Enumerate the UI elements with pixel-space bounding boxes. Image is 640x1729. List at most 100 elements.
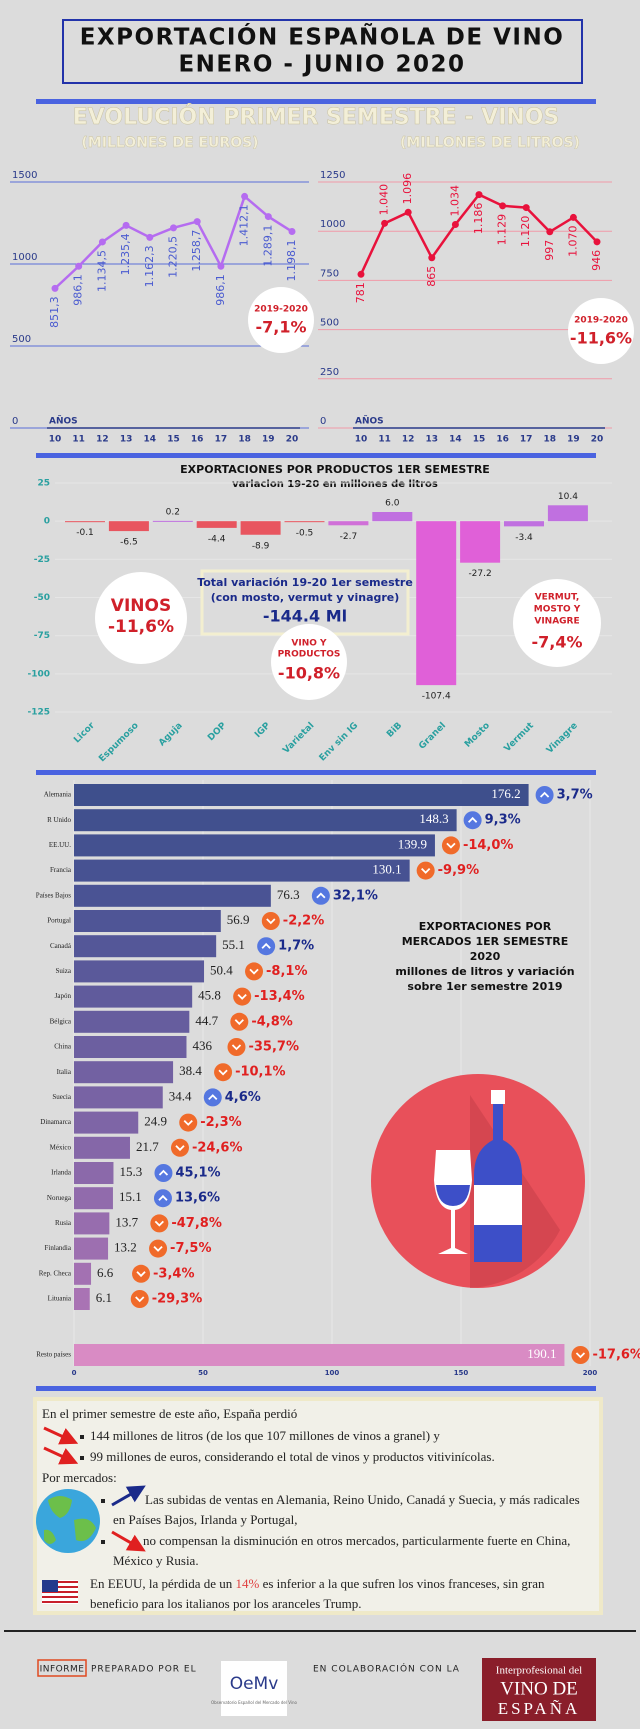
chart-subtitle: (MILLONES DE LITROS) <box>400 135 580 151</box>
change-badge <box>154 1164 173 1182</box>
change-badge <box>230 1012 249 1031</box>
value-label: 865 <box>425 266 438 287</box>
value-label: 13.2 <box>114 1240 137 1255</box>
y-tick-label: -100 <box>27 669 50 679</box>
x-tick-label: 14 <box>144 435 157 445</box>
value-label: 1.412,1 <box>238 204 251 246</box>
y-tick-label: Alemania <box>44 791 72 799</box>
bullet <box>80 1435 84 1439</box>
logo-text: Interprofesional del <box>496 1665 582 1677</box>
logo-text: OeMv <box>230 1674 279 1694</box>
point <box>241 192 249 200</box>
change-arrow <box>231 1044 242 1051</box>
change-arrow <box>575 1352 586 1359</box>
y-tick-label: -75 <box>34 631 50 641</box>
chart-subtitle: variacion 19-20 en millones de litros <box>232 479 438 490</box>
value-label: 6.6 <box>97 1265 114 1280</box>
point <box>522 204 530 212</box>
value-label: 21.7 <box>136 1139 159 1154</box>
y-tick-label: EE.UU. <box>49 841 71 849</box>
change-arrow <box>153 1245 163 1252</box>
value-label: 1.235,4 <box>119 233 132 275</box>
change-badge <box>257 937 276 956</box>
x-tick-label: 14 <box>449 435 462 445</box>
value-label: 38.4 <box>179 1063 202 1078</box>
value-label: 44.7 <box>195 1013 218 1028</box>
annotation: -11,6% <box>108 617 174 637</box>
change-label: -24,6% <box>192 1140 243 1155</box>
annotation: PRODUCTOS <box>278 650 341 660</box>
point <box>451 221 459 229</box>
x-tick-label: 50 <box>198 1369 208 1377</box>
point <box>146 233 154 241</box>
bar <box>372 512 413 522</box>
value-label: 1.134,5 <box>95 250 108 292</box>
annotation: VINAGRE <box>534 617 579 627</box>
y-tick-label: Irlanda <box>51 1169 72 1177</box>
bar <box>74 884 271 907</box>
change-badge <box>441 836 460 855</box>
value-label: 781 <box>354 282 367 303</box>
point <box>546 228 554 236</box>
arrow-down <box>43 1426 79 1445</box>
change-label: -17,6% <box>592 1348 640 1363</box>
x-tick-label: 15 <box>167 435 180 445</box>
change-badge <box>132 1264 151 1283</box>
change-arrow <box>261 942 271 949</box>
point <box>98 238 106 246</box>
oemv-logo <box>221 1661 287 1716</box>
value-label: 24.9 <box>144 1114 167 1129</box>
value-label: 436 <box>192 1038 212 1053</box>
y-tick-label: -125 <box>27 708 50 718</box>
bar <box>74 1136 130 1159</box>
logo-text: VINO DE <box>500 1678 578 1699</box>
value-label: 6.1 <box>96 1290 112 1305</box>
flag-stripes <box>42 1581 78 1603</box>
bar <box>74 910 221 932</box>
change-label: -4,8% <box>251 1014 292 1029</box>
change-arrow <box>539 791 550 798</box>
y-tick-label: 0 <box>44 517 50 527</box>
y-tick-label: Lituania <box>48 1295 72 1303</box>
change-label: 13,6% <box>175 1191 220 1206</box>
y-tick-label: Noruega <box>47 1194 72 1202</box>
footer-text: PREPARADO POR EL <box>91 1665 197 1675</box>
bottle-cap <box>491 1090 505 1104</box>
title-box <box>62 19 583 84</box>
annotation: MOSTO Y <box>534 605 581 615</box>
value-label: -4.4 <box>208 534 226 544</box>
y-tick-label: 1000 <box>12 252 37 263</box>
summary-text: en Países Bajos, Irlanda y Portugal, <box>113 1512 298 1527</box>
value-label: 1.040 <box>378 184 391 216</box>
bar <box>74 960 205 983</box>
informe-box <box>37 1659 87 1677</box>
value-label: 6.0 <box>385 499 400 509</box>
value-label: 1.162,3 <box>143 245 156 287</box>
change-badge <box>311 886 330 905</box>
change-arrow <box>218 1069 228 1076</box>
change-label: 45,1% <box>175 1166 220 1181</box>
change-badge <box>179 1113 198 1132</box>
footer-rule <box>4 1630 636 1632</box>
value-label: 176.2 <box>491 786 520 801</box>
value-label: -27.2 <box>468 569 491 579</box>
y-tick-label: 1250 <box>320 170 345 181</box>
change-arrow <box>446 842 456 849</box>
x-tick-label: 10 <box>355 435 368 445</box>
change-arrow <box>154 1220 164 1227</box>
y-tick-label: Portugal <box>47 917 71 925</box>
value-label: 1.120 <box>519 216 532 248</box>
y-tick-label: -25 <box>34 555 50 565</box>
bar <box>74 834 435 857</box>
x-tick-label: 12 <box>96 435 109 445</box>
change-badge <box>150 1214 169 1233</box>
arrow-up <box>111 1485 146 1507</box>
value-label: 0.2 <box>166 507 180 517</box>
annotation: VINO Y <box>291 639 327 649</box>
summary-text: Por mercados: <box>42 1470 117 1485</box>
change-badge <box>261 912 280 930</box>
value-label: 1.186 <box>472 203 485 235</box>
chart-subtitle: millones de litros y variación <box>395 965 574 978</box>
us-flag <box>42 1580 78 1604</box>
